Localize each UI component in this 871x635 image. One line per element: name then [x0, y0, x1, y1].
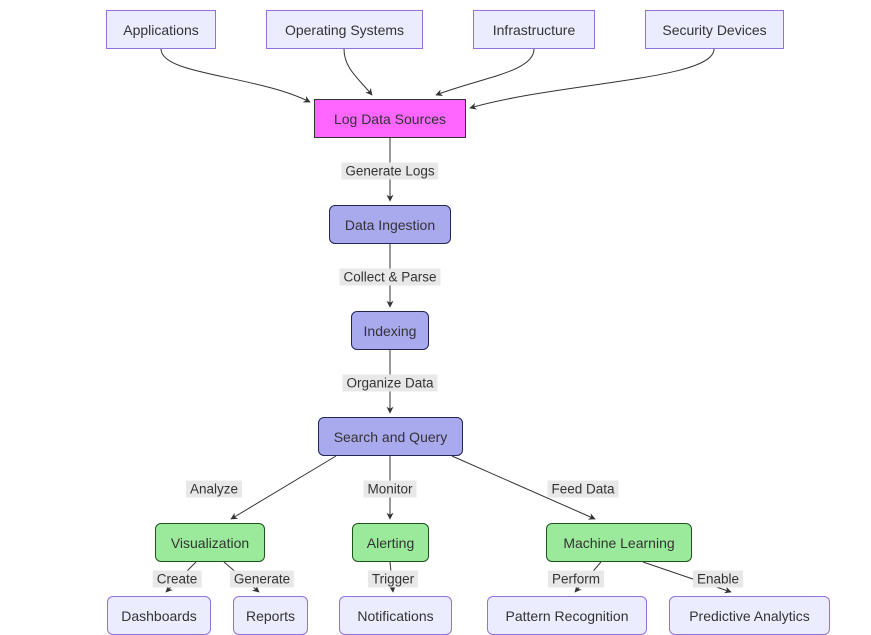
node-label: Reports	[246, 608, 295, 624]
node-infrastructure: Infrastructure	[473, 10, 595, 49]
node-data-ingestion: Data Ingestion	[329, 205, 451, 244]
node-label: Infrastructure	[493, 22, 575, 38]
node-reports: Reports	[233, 596, 308, 635]
edge-label: Feed Data	[547, 481, 618, 498]
node-label: Dashboards	[121, 608, 197, 624]
node-label: Machine Learning	[563, 535, 674, 551]
edge-label: Collect & Parse	[339, 269, 440, 286]
node-notifications: Notifications	[339, 596, 452, 635]
edge-label: Analyze	[186, 481, 242, 498]
node-search-and-query: Search and Query	[318, 417, 463, 456]
edge-label: Generate	[230, 571, 294, 588]
edges-layer	[0, 0, 871, 635]
node-label: Pattern Recognition	[506, 608, 629, 624]
node-visualization: Visualization	[155, 523, 265, 562]
edge-applications-to-log-data-sources	[161, 49, 310, 102]
node-operating-systems: Operating Systems	[266, 10, 423, 49]
edge-infrastructure-to-log-data-sources	[436, 49, 534, 95]
edge-label: Monitor	[363, 481, 416, 498]
node-machine-learning: Machine Learning	[546, 523, 692, 562]
node-label: Log Data Sources	[334, 111, 446, 127]
edge-operating-systems-to-log-data-sources	[344, 49, 372, 95]
edge-label: Enable	[693, 571, 743, 588]
edge-label: Generate Logs	[341, 163, 438, 180]
node-label: Operating Systems	[285, 22, 404, 38]
node-label: Search and Query	[334, 429, 448, 445]
node-label: Predictive Analytics	[689, 608, 810, 624]
node-alerting: Alerting	[352, 523, 429, 562]
node-dashboards: Dashboards	[107, 596, 211, 635]
node-log-data-sources: Log Data Sources	[314, 99, 466, 138]
flowchart-canvas: Generate Logs Collect & Parse Organize Dat…	[0, 0, 871, 635]
node-applications: Applications	[106, 10, 216, 49]
node-indexing: Indexing	[351, 311, 429, 350]
node-label: Indexing	[364, 323, 417, 339]
edge-label: Create	[153, 571, 202, 588]
node-label: Notifications	[357, 608, 433, 624]
edge-label: Perform	[548, 571, 604, 588]
node-label: Alerting	[367, 535, 414, 551]
edge-search-and-query-to-visualization	[231, 456, 336, 519]
node-label: Applications	[123, 22, 199, 38]
node-label: Visualization	[171, 535, 249, 551]
node-label: Data Ingestion	[345, 217, 435, 233]
edge-label: Trigger	[368, 571, 418, 588]
edge-security-devices-to-log-data-sources	[470, 49, 714, 108]
node-predictive-analytics: Predictive Analytics	[669, 596, 830, 635]
node-security-devices: Security Devices	[645, 10, 784, 49]
node-pattern-recognition: Pattern Recognition	[487, 596, 647, 635]
node-label: Security Devices	[662, 22, 766, 38]
edge-label: Organize Data	[342, 375, 437, 392]
